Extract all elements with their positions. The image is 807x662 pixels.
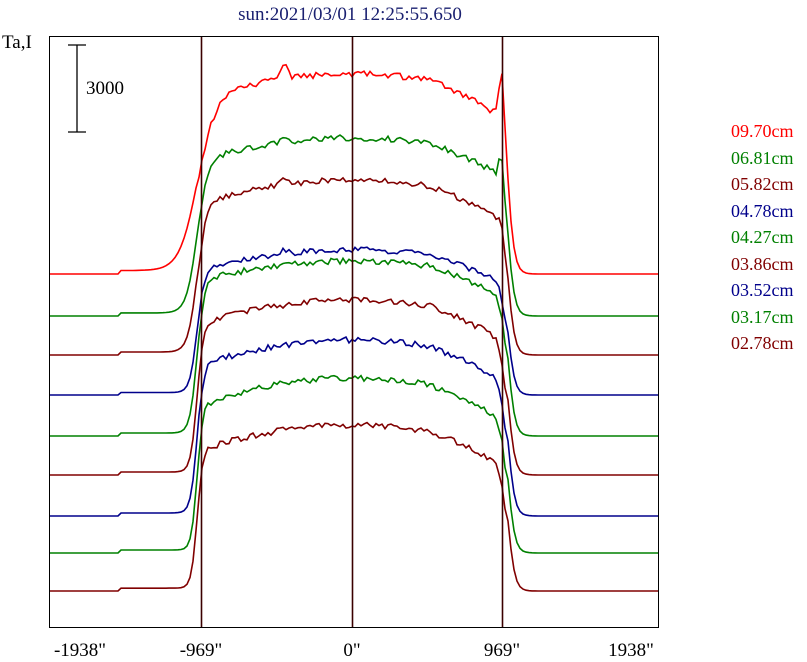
- legend-entry: 02.78cm: [731, 333, 794, 353]
- legend-entry: 05.82cm: [731, 174, 794, 194]
- series-layer: [49, 63, 658, 592]
- series-line-03.52cm: [49, 336, 658, 517]
- series-line-03.17cm: [49, 374, 658, 554]
- x-tick-label: 0": [343, 640, 360, 661]
- x-tick-label: 1938": [608, 640, 654, 661]
- legend-entry: 06.81cm: [731, 147, 794, 168]
- series-line-09.70cm: [49, 63, 658, 275]
- reference-lines: [200, 36, 504, 627]
- legend-entry: 03.17cm: [731, 306, 794, 327]
- legend-entry: 09.70cm: [731, 121, 794, 141]
- x-tick-label: -969": [180, 640, 223, 661]
- legend-entry: 03.52cm: [731, 280, 794, 300]
- y-axis-label: Ta,I: [2, 32, 32, 53]
- chart-title: sun:2021/03/01 12:25:55.650: [238, 4, 462, 25]
- x-tick-label: 969": [484, 640, 520, 661]
- series-line-05.82cm: [49, 176, 658, 356]
- series-line-06.81cm: [49, 134, 658, 317]
- plot-frame: [49, 36, 659, 628]
- series-line-03.86cm: [49, 296, 658, 476]
- series-line-04.78cm: [49, 246, 658, 396]
- x-tick-labels: -1938" -969" 0" 969" 1938": [54, 640, 654, 661]
- scale-bar-label: 3000: [86, 78, 124, 99]
- scale-bar: 3000: [68, 44, 124, 133]
- legend-entry: 03.86cm: [731, 253, 794, 274]
- legend: 09.70cm 06.81cm 05.82cm 04.78cm 04.27cm 03.86…: [731, 118, 794, 357]
- series-line-02.78cm: [49, 421, 658, 592]
- legend-entry: 04.27cm: [731, 227, 794, 247]
- series-line-04.27cm: [49, 256, 658, 437]
- legend-entry: 04.78cm: [731, 200, 794, 221]
- x-tick-label: -1938": [54, 640, 106, 661]
